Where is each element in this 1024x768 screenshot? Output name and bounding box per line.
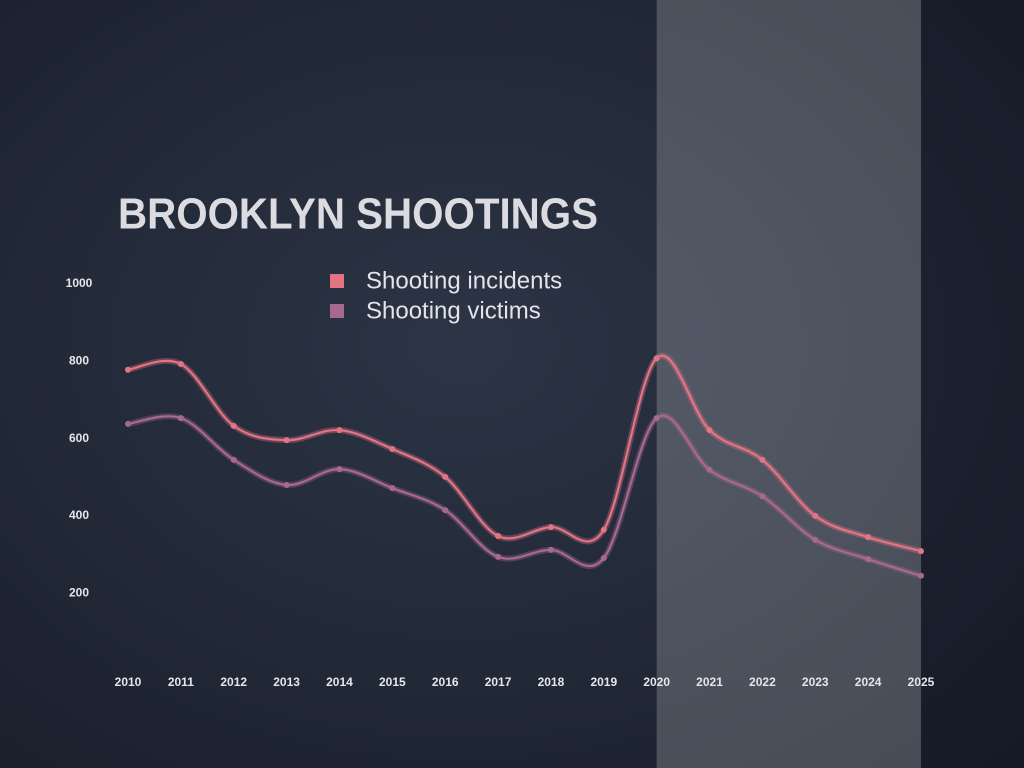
right-shade (921, 0, 1024, 768)
x-tick-label: 2022 (749, 675, 776, 689)
x-tick-label: 2020 (643, 675, 670, 689)
data-point (125, 366, 131, 373)
data-point (177, 415, 184, 422)
data-point (865, 556, 872, 563)
x-tick-label: 2021 (696, 675, 723, 689)
data-point (495, 532, 502, 539)
x-tick-label: 2025 (908, 675, 935, 689)
x-tick-label: 2019 (590, 675, 617, 689)
data-point (336, 427, 343, 434)
data-point (389, 485, 396, 492)
data-point (547, 524, 554, 531)
data-point (442, 473, 449, 480)
data-point (125, 420, 131, 427)
data-point (547, 546, 554, 553)
data-point (865, 534, 872, 541)
x-tick-label: 2015 (379, 675, 406, 689)
x-tick-label: 2018 (538, 675, 565, 689)
legend-label: Shooting incidents (366, 267, 562, 294)
y-tick-label: 200 (69, 585, 89, 599)
data-point (918, 548, 924, 555)
x-tick-label: 2013 (273, 675, 300, 689)
data-point (283, 437, 290, 444)
data-point (653, 355, 660, 362)
x-tick-label: 2014 (326, 675, 353, 689)
data-point (706, 427, 713, 434)
data-point (389, 446, 396, 453)
data-point (283, 481, 290, 488)
data-point (600, 555, 607, 562)
data-point (812, 512, 819, 519)
data-point (336, 466, 343, 473)
x-tick-label: 2024 (855, 675, 882, 689)
data-point (442, 507, 449, 514)
y-tick-label: 1000 (66, 276, 93, 290)
data-point (600, 526, 607, 533)
legend-label: Shooting victims (366, 297, 541, 324)
data-point (177, 361, 184, 368)
highlight-band (656, 0, 921, 768)
data-point (918, 572, 924, 579)
x-tick-label: 2010 (115, 675, 142, 689)
data-point (230, 456, 237, 463)
x-tick-label: 2017 (485, 675, 512, 689)
chart-title: BROOKLYN SHOOTINGS (118, 190, 598, 239)
y-tick-label: 600 (69, 431, 89, 445)
data-point (495, 553, 502, 560)
x-tick-label: 2016 (432, 675, 459, 689)
y-tick-label: 800 (69, 353, 89, 367)
data-point (230, 422, 237, 429)
data-point (759, 456, 766, 463)
x-tick-label: 2012 (220, 675, 247, 689)
x-tick-label: 2011 (168, 675, 194, 689)
legend-swatch (330, 304, 344, 318)
data-point (812, 536, 819, 543)
data-point (653, 415, 660, 422)
x-tick-label: 2023 (802, 675, 829, 689)
data-point (759, 493, 766, 500)
y-tick-label: 400 (69, 508, 89, 522)
legend-swatch (330, 274, 344, 288)
data-point (706, 466, 713, 473)
